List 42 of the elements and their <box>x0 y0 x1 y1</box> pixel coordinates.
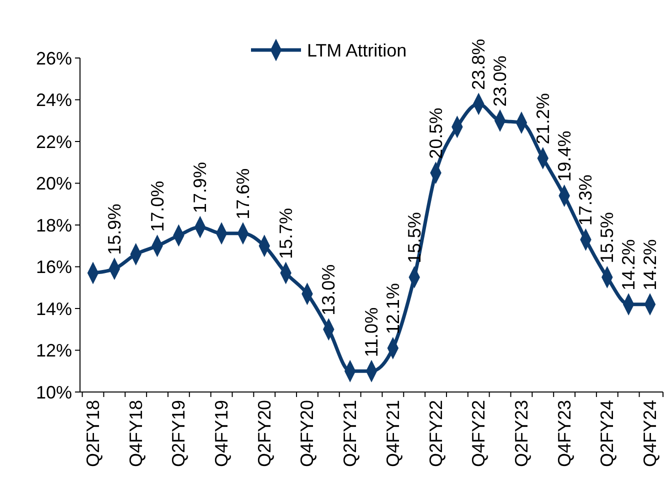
y-tick-label: 18% <box>36 215 72 236</box>
y-tick-label: 26% <box>36 48 72 68</box>
x-tick-label: Q4FY21 <box>382 400 403 468</box>
data-label: 17.0% <box>147 180 168 232</box>
data-label: 11.0% <box>362 307 382 358</box>
y-tick-label: 16% <box>36 257 72 278</box>
data-label: 12.1% <box>382 283 403 334</box>
data-label: 23.0% <box>490 56 510 107</box>
y-tick-label: 24% <box>36 90 72 110</box>
data-label: 15.7% <box>276 208 296 260</box>
x-tick-label: Q2FY18 <box>83 400 103 468</box>
x-tick-label: Q4FY24 <box>640 400 660 468</box>
x-tick-label: Q4FY18 <box>126 400 146 468</box>
x-tick-label: Q2FY24 <box>597 400 618 468</box>
x-tick-label: Q2FY19 <box>168 400 189 468</box>
y-tick-label: 22% <box>36 132 72 152</box>
data-label: 13.0% <box>318 264 339 316</box>
y-tick-label: 14% <box>36 298 72 319</box>
data-label: 14.2% <box>618 239 639 290</box>
x-tick-label: Q4FY22 <box>468 400 489 468</box>
data-label: 15.9% <box>104 204 124 255</box>
x-tick-label: Q4FY20 <box>297 400 318 468</box>
x-tick-label: Q2FY20 <box>254 400 274 468</box>
y-tick-label: 12% <box>36 340 72 361</box>
data-label: 15.5% <box>597 212 618 264</box>
x-tick-label: Q2FY22 <box>426 400 446 468</box>
data-label: 17.9% <box>190 162 210 214</box>
data-label: 19.4% <box>554 130 574 182</box>
x-tick-label: Q4FY23 <box>554 400 574 468</box>
data-label: 15.5% <box>404 212 424 264</box>
x-tick-label: Q2FY23 <box>511 400 532 468</box>
y-tick-label: 20% <box>36 174 72 194</box>
data-label: 21.2% <box>532 93 553 144</box>
legend-label: LTM Attrition <box>307 40 407 60</box>
x-tick-label: Q4FY19 <box>212 400 232 468</box>
data-label: 23.8% <box>468 38 489 90</box>
data-label: 17.6% <box>232 168 253 220</box>
data-label: 20.5% <box>426 108 446 159</box>
data-label: 17.3% <box>576 174 596 226</box>
data-label: 14.2% <box>640 239 660 290</box>
y-tick-label: 10% <box>36 382 72 402</box>
x-tick-label: Q2FY21 <box>340 400 360 468</box>
